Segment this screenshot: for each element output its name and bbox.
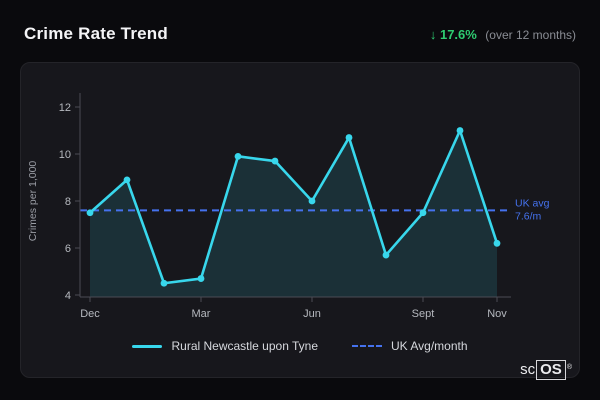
logo-registered-mark: ® — [566, 364, 572, 371]
trend-delta-badge: ↓ 17.6% — [429, 27, 477, 42]
svg-text:Crimes per 1,000: Crimes per 1,000 — [27, 161, 39, 242]
legend-item-reference[interactable]: UK Avg/month — [352, 339, 468, 353]
chart-card: 4 6 8 10 12 Dec Mar Jun Sept Nov Crimes per 1,000 U… — [20, 62, 580, 378]
legend-item-series[interactable]: Rural Newcastle upon Tyne — [132, 339, 318, 353]
legend-reference-label: UK Avg/month — [391, 339, 468, 353]
reference-dash-swatch — [352, 345, 383, 347]
logo-box: OS — [536, 360, 566, 380]
scos-logo: sc OS ® — [520, 360, 572, 380]
trend-period-label: (over 12 months) — [485, 28, 576, 42]
svg-text:6: 6 — [65, 243, 71, 255]
svg-text:12: 12 — [59, 102, 71, 114]
svg-text:UK avg: UK avg — [515, 197, 550, 209]
header: Crime Rate Trend ↓ 17.6% (over 12 months… — [0, 0, 600, 44]
legend-series-label: Rural Newcastle upon Tyne — [171, 339, 319, 353]
crime-trend-chart: 4 6 8 10 12 Dec Mar Jun Sept Nov Crimes per 1,000 U… — [27, 93, 550, 320]
logo-prefix: sc — [520, 361, 536, 378]
chart-legend: Rural Newcastle upon Tyne UK Avg/month — [21, 339, 579, 353]
trend-summary: ↓ 17.6% (over 12 months) — [430, 26, 576, 44]
svg-text:Mar: Mar — [192, 308, 211, 320]
svg-text:4: 4 — [65, 290, 71, 302]
svg-text:8: 8 — [65, 196, 71, 208]
svg-text:10: 10 — [59, 149, 71, 161]
page-title: Crime Rate Trend — [24, 24, 168, 43]
svg-text:Sept: Sept — [412, 308, 435, 320]
series-line-swatch — [132, 344, 163, 348]
svg-text:Nov: Nov — [487, 308, 507, 320]
svg-text:Dec: Dec — [80, 308, 100, 320]
svg-text:7.6/m: 7.6/m — [515, 210, 542, 222]
svg-text:Jun: Jun — [303, 308, 321, 320]
